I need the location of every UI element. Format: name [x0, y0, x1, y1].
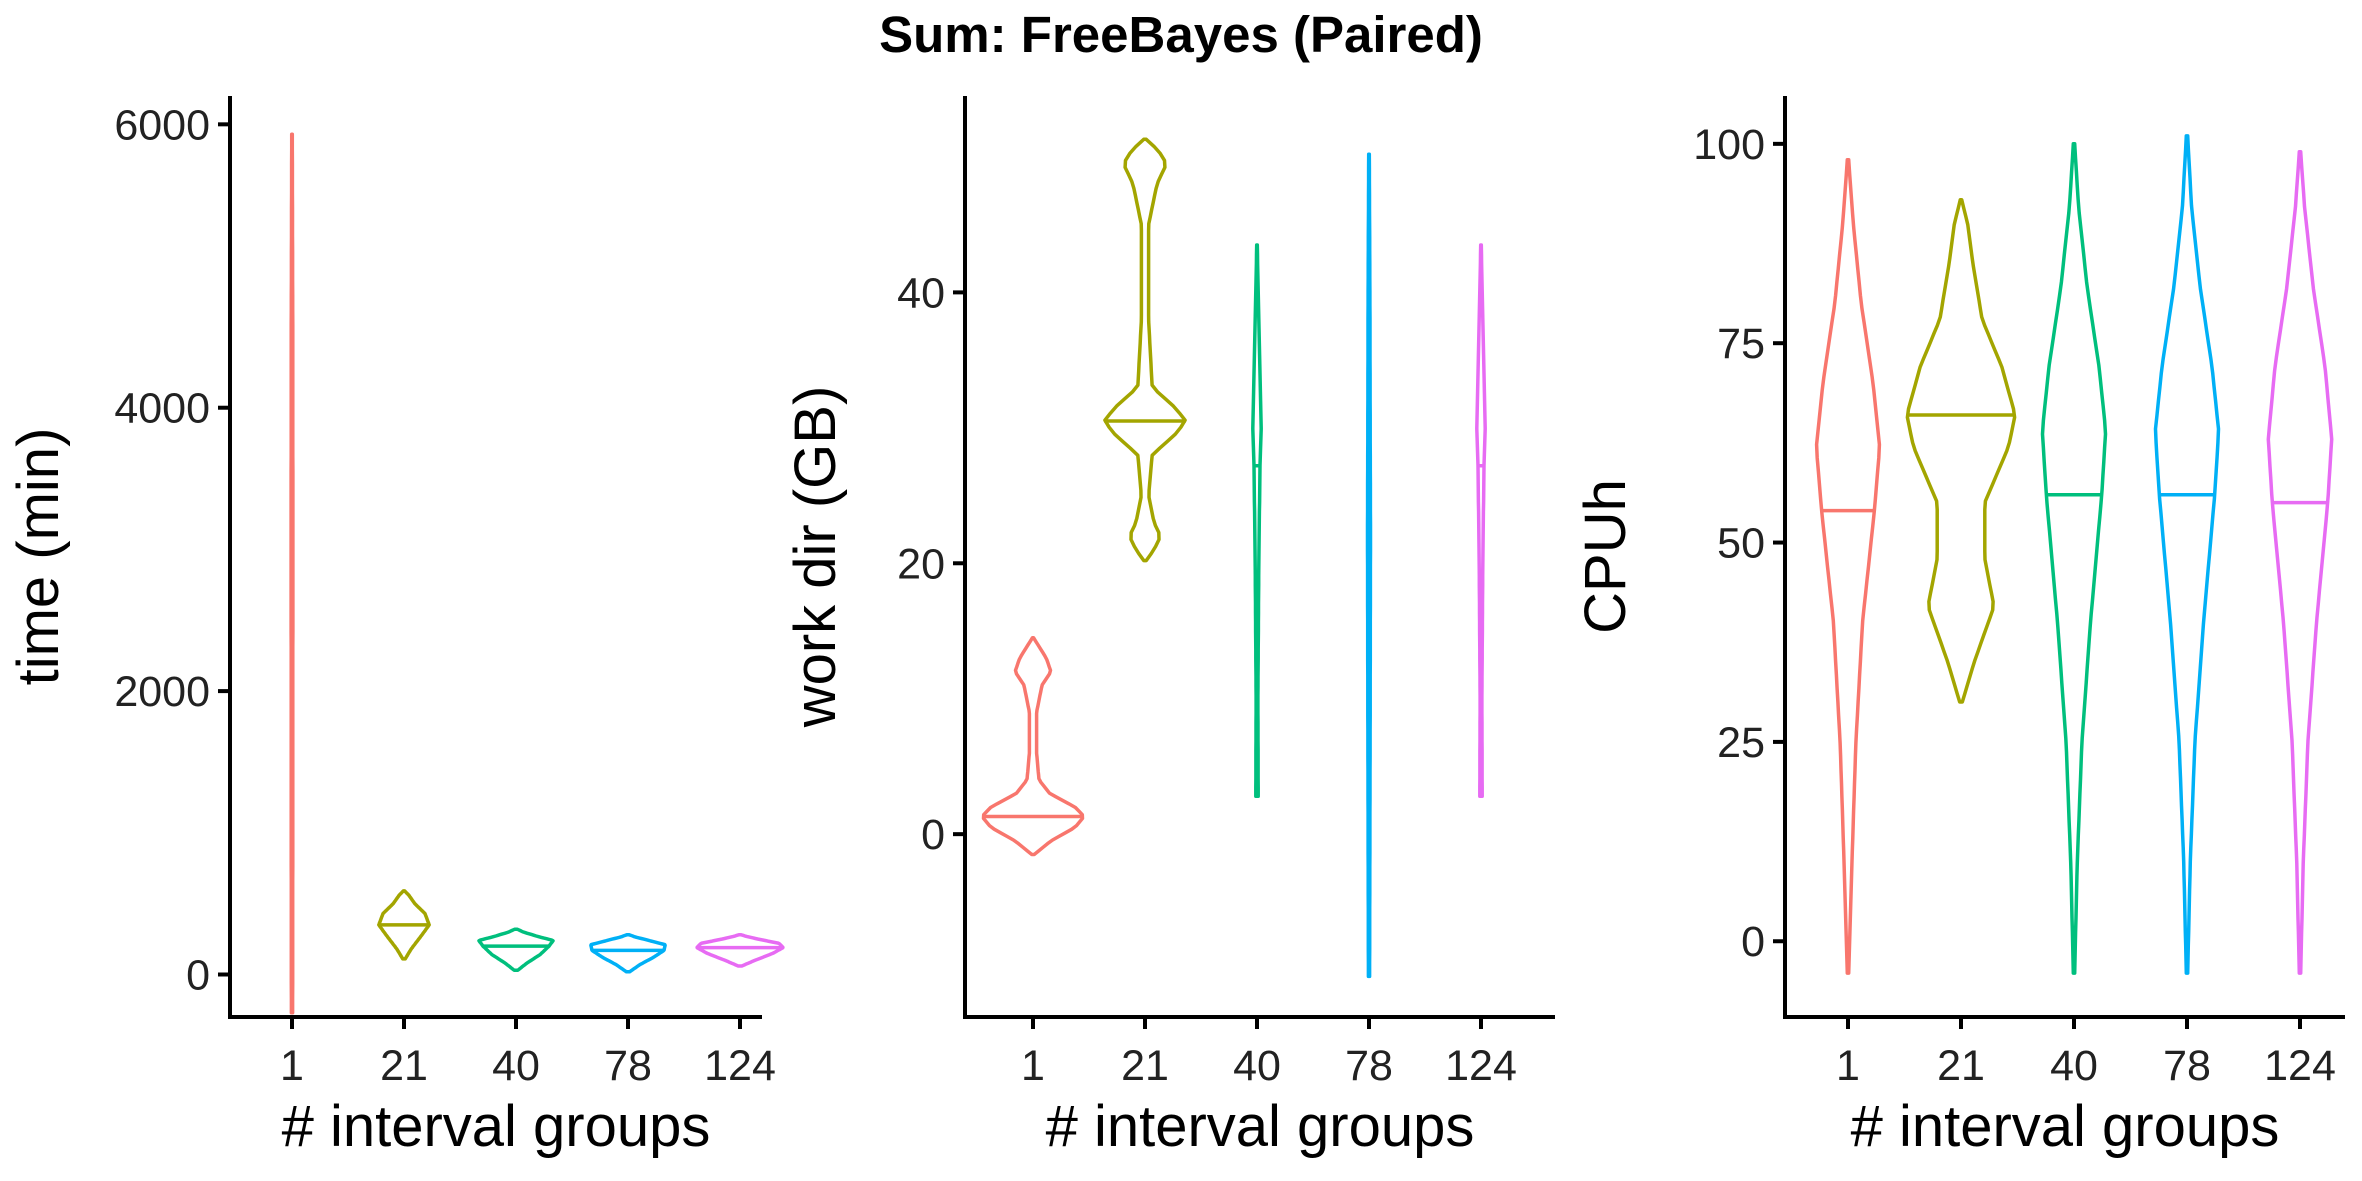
x-tick-label: 78: [2163, 1042, 2211, 1090]
y-axis-title: time (min): [6, 428, 71, 686]
chart-panel-2: 0 20 40 1 21 40 78 124# interval groups work dir…: [783, 96, 1555, 1159]
violin-40: [2040, 142, 2108, 975]
x-tick-label: 78: [604, 1042, 652, 1090]
x-tick-label: 124: [1445, 1042, 1517, 1090]
x-axis-title: # interval groups: [1851, 1094, 2280, 1159]
violin-78: [1365, 152, 1373, 979]
x-axis-title: # interval groups: [282, 1094, 711, 1159]
violin-21: [377, 889, 431, 961]
x-tick-label: 21: [1121, 1042, 1169, 1090]
y-axis-title: CPUh: [1573, 479, 1638, 634]
x-tick-label: 1: [1836, 1042, 1860, 1090]
violin-78: [2153, 134, 2221, 975]
x-tick-label: 40: [492, 1042, 540, 1090]
violin-78: [589, 933, 667, 974]
y-tick-label: 4000: [114, 385, 210, 433]
violin-21: [1905, 197, 2017, 704]
x-tick-label: 21: [1937, 1042, 1985, 1090]
y-tick-label: 0: [186, 951, 210, 999]
y-tick-label: 6000: [114, 101, 210, 149]
x-tick-label: 124: [2264, 1042, 2336, 1090]
violin-124: [695, 933, 785, 968]
y-tick-label: 0: [921, 811, 945, 859]
chart-panel-3: 0 25 50 75 100 1 21 40 78 124# interval groups CPU…: [1573, 96, 2345, 1159]
y-tick-label: 2000: [114, 668, 210, 716]
x-tick-label: 21: [380, 1042, 428, 1090]
y-tick-label: 0: [1741, 918, 1765, 966]
violin-1: [981, 636, 1085, 857]
y-axis-title: work dir (GB): [783, 386, 848, 729]
violin-40: [1251, 243, 1263, 798]
x-tick-label: 1: [1021, 1042, 1045, 1090]
y-tick-label: 20: [897, 540, 945, 588]
x-axis-title: # interval groups: [1046, 1094, 1475, 1159]
violin-124: [2266, 150, 2334, 975]
y-tick-label: 75: [1717, 320, 1765, 368]
violin-124: [1475, 243, 1487, 798]
y-tick-label: 25: [1717, 719, 1765, 767]
violin-1: [1814, 158, 1882, 975]
chart-panel-1: 0 2000 4000 6000 1 21 40 78 124# interval groups…: [6, 96, 785, 1159]
x-tick-label: 124: [704, 1042, 776, 1090]
violin-21: [1103, 137, 1187, 563]
x-tick-label: 40: [2050, 1042, 2098, 1090]
violin-1: [289, 132, 295, 1015]
x-tick-label: 40: [1233, 1042, 1281, 1090]
y-tick-label: 100: [1693, 121, 1765, 169]
figure-title: Sum: FreeBayes (Paired): [879, 6, 1483, 63]
violin-40: [477, 927, 555, 972]
x-tick-label: 1: [280, 1042, 304, 1090]
y-tick-label: 50: [1717, 520, 1765, 568]
y-tick-label: 40: [897, 269, 945, 317]
x-tick-label: 78: [1345, 1042, 1393, 1090]
